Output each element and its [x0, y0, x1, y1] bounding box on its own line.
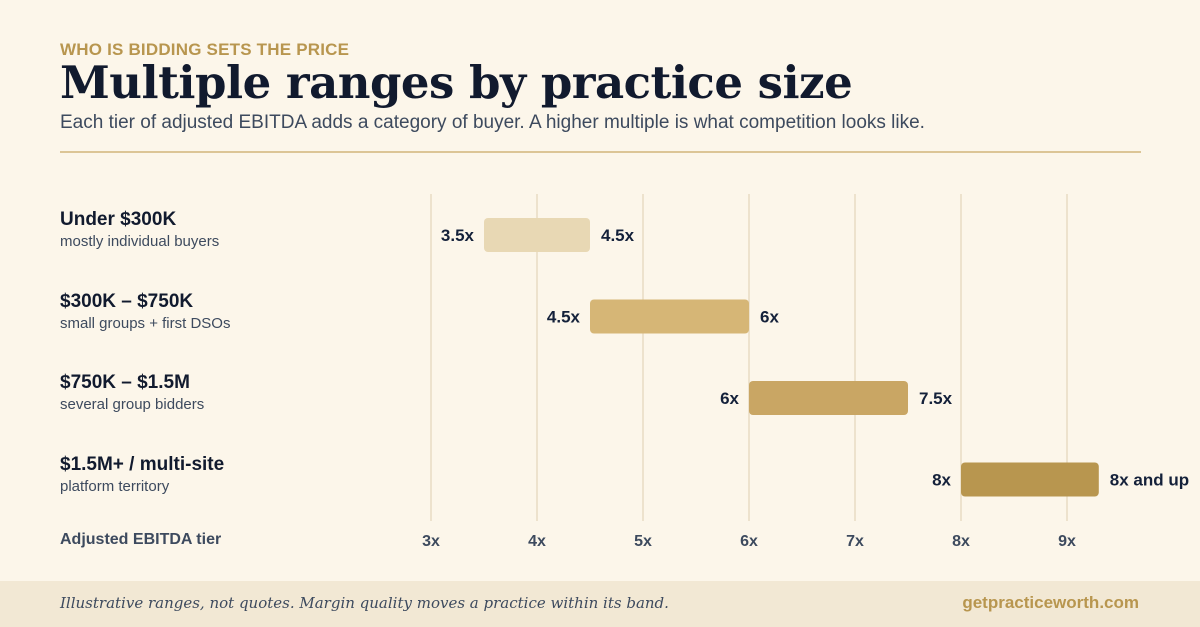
range-chart: 3.5x 4.5x 4.5x 6x 6x 7.5x 8x 8x and up 3x 4x 5x 6x…	[422, 194, 1189, 550]
x-axis-title: Adjusted EBITDA tier	[60, 531, 222, 548]
bar-high-label: 8x and up	[1110, 471, 1189, 490]
range-bar	[484, 218, 590, 252]
row-sublabel: small groups + first DSOs	[60, 314, 231, 332]
x-tick-label: 3x	[422, 533, 440, 550]
title-divider	[60, 151, 1141, 153]
row-title: $750K – $1.5M	[60, 372, 190, 393]
x-tick-label: 8x	[952, 533, 970, 550]
bar-high-label: 6x	[760, 308, 779, 327]
range-bar	[961, 462, 1099, 497]
row-label: $300K – $750K small groups + first DSOs	[60, 291, 410, 332]
row-title: $300K – $750K	[60, 290, 194, 312]
footnote: Illustrative ranges, not quotes. Margin …	[60, 594, 669, 612]
row-title: Under $300K	[60, 209, 177, 230]
bar-low-label: 8x	[932, 471, 951, 490]
bar-high-label: 7.5x	[919, 389, 953, 408]
eyebrow: WHO IS BIDDING SETS THE PRICE	[60, 40, 350, 59]
x-tick-label: 6x	[740, 533, 758, 550]
row-title: $1.5M+ / multi-site	[60, 453, 225, 475]
row-label: Under $300K mostly individual buyers	[60, 209, 410, 250]
row-sublabel: platform territory	[60, 477, 170, 495]
row-label: $1.5M+ / multi-site platform territory	[60, 454, 410, 495]
range-bar	[590, 299, 749, 334]
x-tick-label: 7x	[846, 533, 864, 550]
bar-high-label: 4.5x	[601, 226, 635, 245]
x-tick-label: 4x	[528, 533, 546, 550]
footer: Illustrative ranges, not quotes. Margin …	[0, 581, 1200, 627]
page-title: Multiple ranges by practice size	[60, 56, 853, 109]
row-sublabel: mostly individual buyers	[60, 233, 220, 250]
bar-low-label: 6x	[720, 389, 739, 408]
bar-low-label: 4.5x	[547, 308, 581, 327]
row-label: $750K – $1.5M several group bidders	[60, 372, 410, 413]
x-tick-label: 9x	[1058, 533, 1076, 550]
page-subtitle: Each tier of adjusted EBITDA adds a cate…	[60, 112, 925, 133]
bar-low-label: 3.5x	[441, 226, 475, 245]
row-sublabel: several group bidders	[60, 396, 205, 413]
x-tick-label: 5x	[634, 533, 652, 550]
range-bar	[749, 381, 908, 415]
site-link[interactable]: getpracticeworth.com	[962, 593, 1139, 612]
